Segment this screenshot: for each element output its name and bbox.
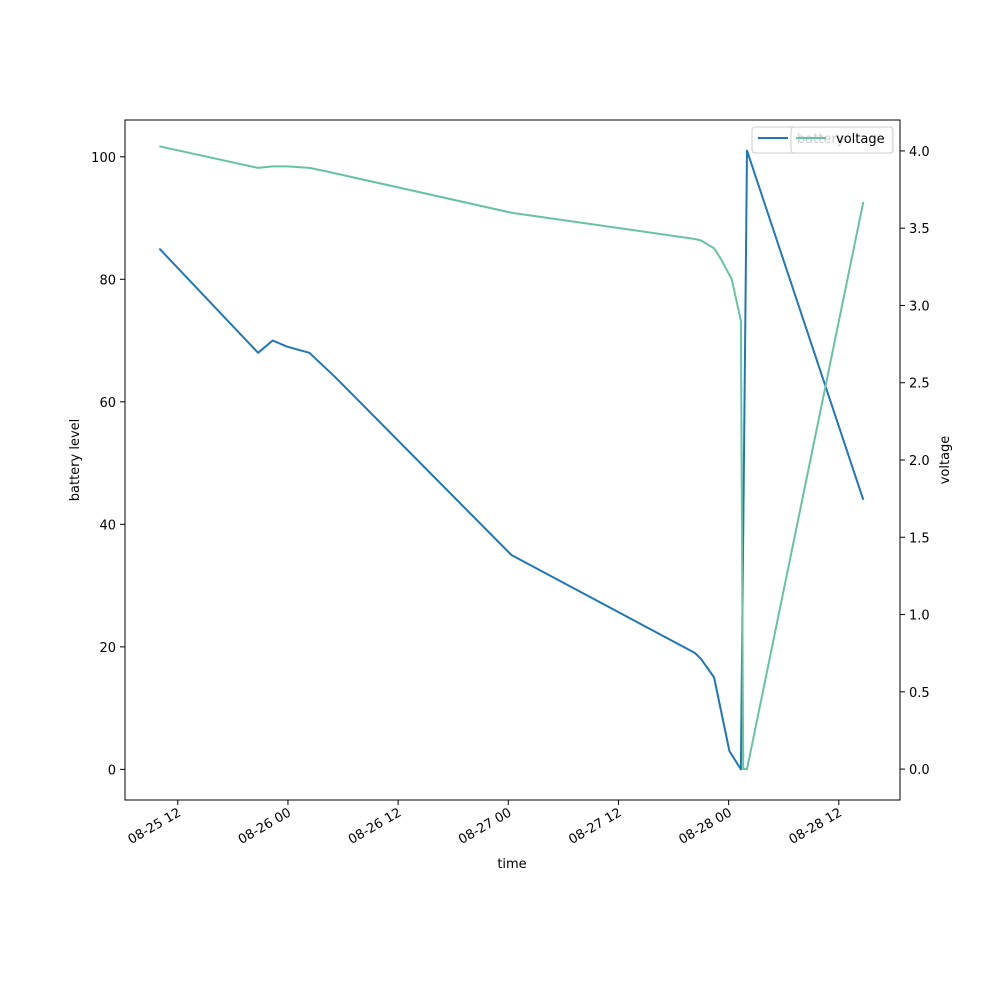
- x-axis-label: time: [497, 857, 526, 872]
- x-tick-label: 08-28 12: [787, 805, 845, 847]
- y-left-tick-label: 80: [99, 273, 116, 288]
- y-right-tick-label: 3.5: [909, 222, 930, 237]
- legend-voltage: voltage: [790, 126, 894, 154]
- y-right-axis-ticks: 0.0 0.5 1.0 1.5 2.0 2.5 3.0 3.5 4.0: [900, 145, 930, 778]
- y-left-axis-ticks: 0 20 40 60 80 100: [91, 151, 125, 778]
- y-right-tick-label: 2.5: [909, 377, 930, 392]
- y-right-tick-label: 4.0: [909, 145, 930, 160]
- x-axis-ticks: 08-25 12 08-26 00 08-26 12 08-27 00 08-27 12…: [126, 800, 845, 848]
- series-layer: [158, 145, 865, 771]
- y-right-tick-label: 3.0: [909, 299, 930, 314]
- plot-frame: [124, 119, 901, 801]
- y-left-tick-label: 20: [99, 641, 116, 656]
- y-left-axis-label: battery level: [68, 419, 83, 502]
- y-right-tick-label: 0.0: [909, 763, 930, 778]
- series-line-battery: [158, 149, 865, 771]
- x-tick-label: 08-27 00: [456, 805, 514, 847]
- y-left-tick-label: 60: [99, 396, 116, 411]
- y-right-tick-label: 1.0: [909, 609, 930, 624]
- x-tick-label: 08-26 12: [346, 805, 404, 847]
- y-left-tick-label: 0: [108, 763, 116, 778]
- x-tick-label: 08-28 00: [677, 805, 735, 847]
- y-left-tick-label: 40: [99, 518, 116, 533]
- series-line-voltage: [159, 145, 865, 771]
- legend-voltage-label: voltage: [836, 132, 885, 147]
- y-right-axis-label: voltage: [938, 436, 953, 485]
- plot-area: [125, 120, 900, 800]
- x-tick-label: 08-26 00: [236, 805, 294, 847]
- y-right-tick-label: 1.5: [909, 531, 930, 546]
- x-tick-label: 08-25 12: [126, 805, 184, 847]
- x-tick-label: 08-27 12: [566, 805, 624, 847]
- y-right-tick-label: 2.0: [909, 454, 930, 469]
- y-left-tick-label: 100: [91, 151, 116, 166]
- y-right-tick-label: 0.5: [909, 686, 930, 701]
